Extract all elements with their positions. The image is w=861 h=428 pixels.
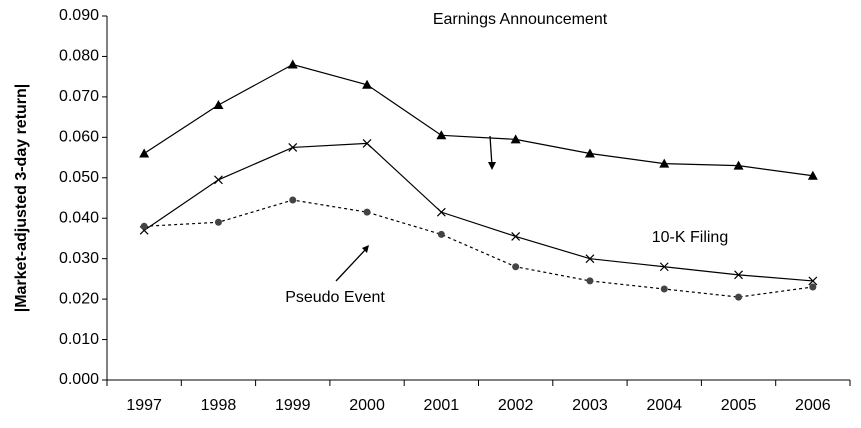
marker <box>809 283 817 291</box>
marker <box>586 277 594 285</box>
x-tick-label: 2005 <box>721 397 757 414</box>
marker <box>808 276 818 286</box>
marker <box>436 130 447 140</box>
marker <box>214 218 222 226</box>
marker <box>585 254 595 264</box>
marker <box>511 231 521 241</box>
series-line <box>143 63 813 177</box>
marker <box>289 196 297 204</box>
marker <box>733 160 744 170</box>
annotation: Pseudo Event <box>285 289 385 306</box>
marker <box>584 148 595 158</box>
marker <box>659 158 670 168</box>
x-tick-label: 1998 <box>201 397 237 414</box>
y-tick-label: 0.080 <box>59 48 99 65</box>
marker <box>139 148 150 158</box>
marker <box>363 208 371 216</box>
y-tick-label: 0.060 <box>59 129 99 146</box>
y-tick-label: 0.000 <box>59 371 99 388</box>
x-tick-label: 1997 <box>126 397 162 414</box>
marker <box>214 175 223 185</box>
y-tick-label: 0.050 <box>59 169 99 186</box>
series-line <box>144 199 813 298</box>
marker <box>807 170 818 180</box>
annotation-arrowhead <box>488 162 496 170</box>
marker <box>512 263 520 271</box>
x-tick-label: 2003 <box>572 397 608 414</box>
x-tick-label: 2004 <box>646 397 682 414</box>
annotation: 10-K Filing <box>652 229 728 246</box>
marker <box>287 59 298 69</box>
annotation-arrowhead <box>362 245 369 253</box>
x-tick-label: 2001 <box>424 397 460 414</box>
marker <box>362 79 373 89</box>
marker <box>510 134 521 144</box>
marker <box>213 99 224 109</box>
x-tick-label: 1999 <box>275 397 311 414</box>
series-line <box>143 142 813 282</box>
y-tick-label: 0.090 <box>59 7 99 24</box>
marker <box>735 293 743 301</box>
y-tick-label: 0.070 <box>59 88 99 105</box>
marker <box>437 230 445 238</box>
annotation: Earnings Announcement <box>433 11 608 28</box>
marker <box>659 262 669 272</box>
x-tick-label: 2002 <box>498 397 534 414</box>
marker <box>362 138 372 148</box>
marker <box>140 222 148 230</box>
y-axis-label: |Market-adjusted 3-day return| <box>13 84 30 313</box>
y-tick-label: 0.010 <box>59 331 99 348</box>
y-tick-label: 0.030 <box>59 250 99 267</box>
annotation-arrow <box>335 248 367 282</box>
marker <box>436 207 446 217</box>
annotation-arrow <box>489 135 493 167</box>
y-tick-label: 0.040 <box>59 209 99 226</box>
marker <box>660 285 668 293</box>
y-tick-label: 0.020 <box>59 290 99 307</box>
marker <box>734 270 743 280</box>
marker <box>288 143 298 152</box>
x-tick-label: 2006 <box>795 397 831 414</box>
x-tick-label: 2000 <box>349 397 385 414</box>
